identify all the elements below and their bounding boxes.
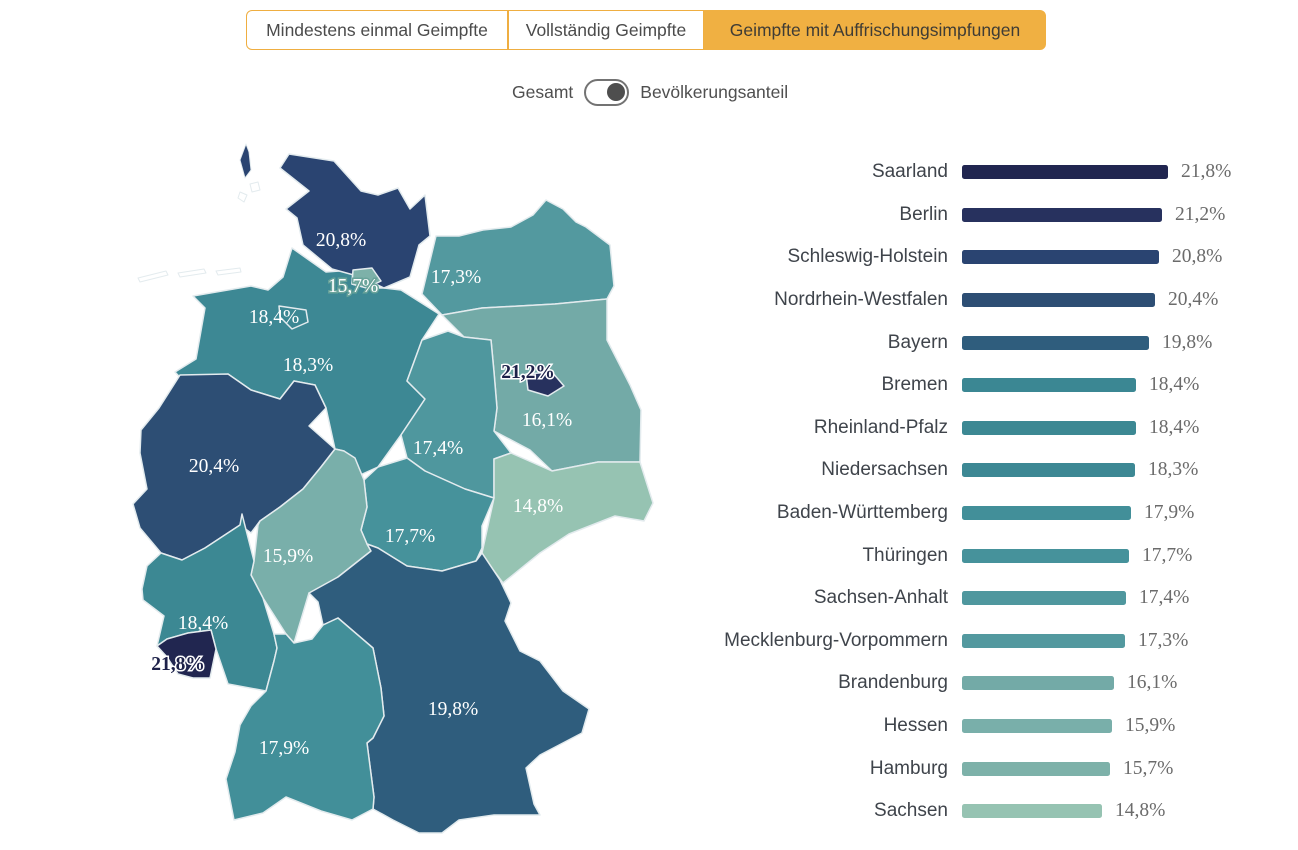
- state-name-label: Mecklenburg-Vorpommern: [724, 629, 948, 651]
- state-name-label: Berlin: [899, 203, 948, 225]
- state-bar: [962, 335, 1149, 350]
- state-bar: [962, 250, 1159, 265]
- bar-row-he: Hessen 15,9%: [660, 705, 1231, 748]
- state-name-label: Bayern: [887, 331, 948, 353]
- state-name-label: Niedersachsen: [821, 459, 948, 481]
- toggle-knob: [606, 83, 625, 101]
- state-bar: [962, 548, 1129, 563]
- map-state-he[interactable]: [250, 448, 372, 644]
- state-value-label: 21,8%: [1181, 161, 1232, 183]
- coastal-island: [249, 181, 261, 193]
- bar-row-bw: Baden-Württemberg 17,9%: [660, 492, 1231, 535]
- state-value-label: 20,8%: [1172, 246, 1223, 268]
- state-value-label: 18,4%: [1149, 416, 1200, 438]
- state-name-label: Baden-Württemberg: [776, 502, 948, 524]
- tab-vollstaendig-geimpfte[interactable]: Vollständig Geimpfte: [508, 10, 704, 50]
- germany-choropleth-map: 18,3%17,3%16,1%17,4%14,8%17,7%20,4%15,9%…: [132, 143, 654, 834]
- bar-row-rp: Rheinland-Pfalz 18,4%: [660, 407, 1231, 450]
- bar-row-hh: Hamburg 15,7%: [660, 747, 1231, 790]
- state-bar: [962, 719, 1112, 734]
- bar-row-bb: Brandenburg 16,1%: [660, 662, 1231, 705]
- state-name-label: Saarland: [871, 161, 948, 183]
- state-bar: [962, 591, 1126, 606]
- bar-row-st: Sachsen-Anhalt 17,4%: [660, 577, 1231, 620]
- state-value-label: 17,4%: [1139, 587, 1190, 609]
- coastal-island: [137, 270, 169, 283]
- state-bar: [962, 463, 1135, 478]
- bar-row-sl: Saarland 21,8%: [660, 151, 1231, 194]
- state-bar: [962, 506, 1131, 521]
- map-state-sl[interactable]: [156, 629, 217, 679]
- map-state-bw[interactable]: [225, 617, 385, 821]
- tab-mindestens-einmal-geimpfte[interactable]: Mindestens einmal Geimpfte: [246, 10, 508, 50]
- map-state-be[interactable]: [525, 371, 565, 397]
- tab-geimpfte-mit-auffrischungsimpfungen[interactable]: Geimpfte mit Auffrischungsimpfungen: [704, 10, 1046, 50]
- coastal-island: [177, 268, 207, 278]
- state-value-label: 20,4%: [1168, 289, 1219, 311]
- state-name-label: Nordrhein-Westfalen: [774, 289, 948, 311]
- state-bar: [962, 165, 1168, 180]
- map-state-hb[interactable]: [278, 305, 309, 330]
- state-bar: [962, 420, 1136, 435]
- bar-row-sh: Schleswig-Holstein 20,8%: [660, 236, 1231, 279]
- metric-tab-group: Mindestens einmal Geimpfte Vollständig G…: [246, 10, 1046, 50]
- bar-row-mv: Mecklenburg-Vorpommern 17,3%: [660, 620, 1231, 663]
- state-name-label: Hamburg: [869, 757, 948, 779]
- state-bar: [962, 804, 1102, 819]
- state-bar: [962, 207, 1162, 222]
- state-bar: [962, 378, 1136, 393]
- display-mode-toggle-row: Gesamt Bevölkerungsanteil: [512, 78, 788, 106]
- toggle-label-gesamt: Gesamt: [512, 81, 574, 102]
- state-name-label: Brandenburg: [838, 672, 948, 694]
- state-bar: [962, 761, 1110, 776]
- state-value-label: 17,9%: [1144, 502, 1195, 524]
- coastal-island: [237, 191, 248, 203]
- state-value-label: 17,3%: [1138, 629, 1189, 651]
- state-value-label: 15,9%: [1125, 715, 1176, 737]
- state-name-label: Rheinland-Pfalz: [813, 416, 948, 438]
- state-value-label: 14,8%: [1115, 800, 1166, 822]
- bar-row-ni: Niedersachsen 18,3%: [660, 449, 1231, 492]
- toggle-label-bevoelkerungsanteil: Bevölkerungsanteil: [640, 81, 789, 102]
- coastal-island: [215, 267, 242, 276]
- state-value-label: 18,4%: [1149, 374, 1200, 396]
- state-name-label: Sachsen-Anhalt: [813, 587, 948, 609]
- map-state-mv[interactable]: [421, 199, 615, 316]
- population-share-toggle[interactable]: [584, 78, 630, 106]
- state-value-label: 21,2%: [1175, 203, 1226, 225]
- map-state-sn[interactable]: [481, 452, 654, 584]
- state-value-label: 19,8%: [1162, 331, 1213, 353]
- coastal-island: [239, 143, 252, 179]
- state-bar: [962, 293, 1155, 308]
- bar-row-sn: Sachsen 14,8%: [660, 790, 1231, 833]
- state-name-label: Thüringen: [862, 544, 948, 566]
- state-bar: [962, 676, 1114, 691]
- state-value-label: 18,3%: [1148, 459, 1199, 481]
- state-value-label: 17,7%: [1142, 544, 1193, 566]
- bar-row-hb: Bremen 18,4%: [660, 364, 1231, 407]
- state-name-label: Schleswig-Holstein: [787, 246, 948, 268]
- map-state-hh[interactable]: [351, 267, 382, 289]
- state-bar: [962, 633, 1125, 648]
- map-state-sh[interactable]: [279, 153, 431, 289]
- state-name-label: Hessen: [883, 715, 948, 737]
- bar-row-be: Berlin 21,2%: [660, 194, 1231, 237]
- state-name-label: Sachsen: [874, 800, 948, 822]
- bar-row-th: Thüringen 17,7%: [660, 534, 1231, 577]
- state-value-label: 16,1%: [1127, 672, 1178, 694]
- state-bar-chart: Saarland 21,8% Berlin 21,2% Schleswig-Holste…: [660, 151, 1231, 833]
- bar-row-nw: Nordrhein-Westfalen 20,4%: [660, 279, 1231, 322]
- state-value-label: 15,7%: [1123, 757, 1174, 779]
- bar-row-by: Bayern 19,8%: [660, 321, 1231, 364]
- state-name-label: Bremen: [881, 374, 948, 396]
